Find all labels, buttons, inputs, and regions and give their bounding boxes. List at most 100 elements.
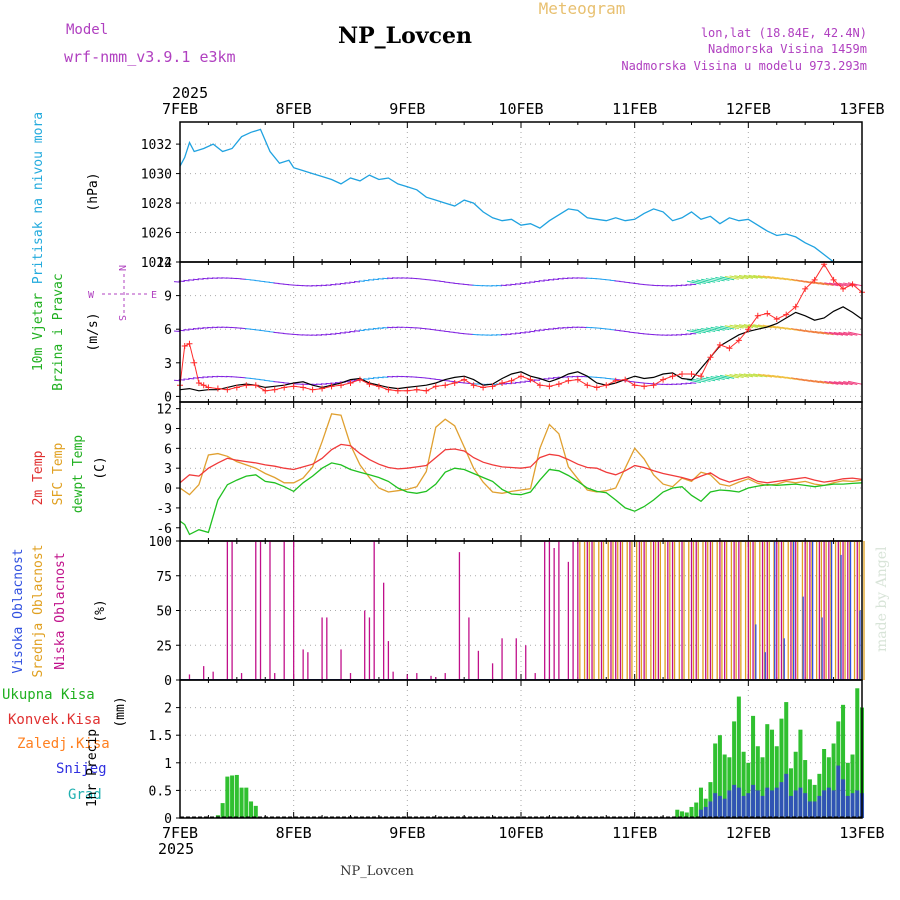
- compass-e: E: [151, 290, 157, 301]
- y-tick-label: 6: [164, 442, 172, 457]
- wind-obs-point: [641, 383, 648, 390]
- panel-precip: 0 0.5 1 1.5 2 Ukupna Kisa Konvek.Kisa Zaledj.Ki…: [2, 679, 865, 827]
- wind-obs-point: [347, 379, 354, 386]
- precip-snow-bar: [817, 795, 822, 818]
- wind-barb: [363, 328, 370, 331]
- wind-barb: [496, 284, 503, 287]
- precip-label-total: Ukupna Kisa: [2, 687, 95, 703]
- wind-obs-point: [574, 376, 581, 383]
- wind-obs-point: [499, 379, 506, 386]
- precip-total-bar: [239, 787, 244, 818]
- wind-barb: [339, 332, 346, 334]
- wind-barb: [188, 279, 195, 281]
- wind-barb: [724, 325, 739, 330]
- wind-obs-point: [413, 386, 420, 393]
- wind-barb: [724, 374, 739, 379]
- y-tick-label: 6: [164, 323, 172, 338]
- wind-barb: [734, 373, 749, 378]
- precip-label-frozen: Zaledj.Kisa: [17, 736, 110, 752]
- precip-ylabel: 1hr Precip: [85, 729, 100, 807]
- panel-temperature: -6 -3 0 3 6 9 12 2m Temp SFC Temp dewpt Temp (C): [31, 401, 863, 542]
- wind-barb: [514, 381, 522, 384]
- wind-barb: [720, 325, 735, 330]
- wind-barb: [514, 332, 522, 335]
- wind-barb: [680, 383, 687, 385]
- y-tick-label: 0: [164, 482, 172, 497]
- temp-sfc-line: [179, 413, 863, 496]
- wind-obs-point: [394, 387, 401, 394]
- wind-barb: [738, 274, 754, 279]
- wind-barb: [188, 377, 195, 380]
- precip-total-bar: [722, 754, 727, 818]
- wind-obs-point: [631, 382, 638, 389]
- wind-barb: [173, 330, 181, 332]
- wind-barb: [680, 284, 687, 286]
- precip-snow-bar: [793, 790, 798, 818]
- precip-total-bar: [841, 704, 846, 818]
- wind-barb: [192, 278, 199, 281]
- wind-barb: [207, 376, 214, 378]
- wind-barb: [533, 280, 540, 283]
- compass-n: N: [116, 265, 127, 271]
- wind-barb: [382, 277, 389, 280]
- wind-barb: [320, 284, 327, 287]
- wind-barb: [686, 379, 702, 384]
- wind-obs-point: [205, 384, 212, 391]
- wind-barb: [510, 333, 517, 335]
- precip-snow-bar: [831, 790, 836, 818]
- wind-obs-point: [181, 343, 188, 349]
- wind-barb: [705, 327, 721, 332]
- x-tick-label-bottom: 12FEB: [726, 824, 771, 842]
- wind-barb: [543, 328, 550, 331]
- wind-barb: [819, 331, 834, 336]
- altitude-text: Nadmorska Visina 1459m: [708, 42, 867, 56]
- precip-total-bar: [751, 715, 756, 818]
- wind-barb: [548, 328, 555, 330]
- wind-barb: [519, 381, 526, 383]
- wind-barb: [675, 334, 683, 336]
- wind-obs-point: [404, 387, 411, 394]
- model-name: wrf-nmm_v3.9.1 e3km: [64, 48, 236, 66]
- cloud-ylabel-3: Niska Oblacnost: [53, 552, 68, 669]
- wind-barb: [701, 278, 716, 283]
- x-tick-label-bottom: 13FEB: [839, 824, 884, 842]
- wind-obs-point: [186, 340, 193, 347]
- precip-total-bar: [793, 751, 798, 818]
- y-tick-label: 1030: [141, 168, 172, 183]
- wind-barb: [529, 330, 536, 333]
- wind-obs-point: [669, 373, 676, 380]
- wind-barb: [685, 382, 692, 385]
- wind-barb: [753, 274, 768, 279]
- wind-obs-point: [660, 376, 667, 383]
- wind-barb: [325, 333, 332, 336]
- wind-barb: [847, 331, 863, 336]
- precip-snow-bar: [698, 809, 703, 818]
- y-tick-label: -3: [156, 502, 172, 517]
- wind-barb: [382, 376, 389, 378]
- wind-barb: [685, 333, 692, 335]
- precip-snow-bar: [741, 795, 746, 818]
- wind-barb: [696, 328, 711, 333]
- precip-snow-bar: [755, 790, 760, 818]
- wind-barb: [316, 284, 323, 287]
- precip-snow-bar: [765, 787, 770, 818]
- temp-ylabel-1: 2m Temp: [31, 450, 46, 505]
- precip-total-bar: [788, 768, 793, 818]
- wind-barb: [349, 281, 356, 284]
- precip-snow-bar: [751, 784, 756, 818]
- wind-obs-point: [811, 276, 818, 283]
- wind-barb: [325, 284, 332, 286]
- precip-total-bar: [807, 779, 812, 818]
- wind-obs-point: [697, 373, 704, 380]
- wind-barb: [690, 283, 697, 286]
- precip-snow-bar: [703, 806, 708, 818]
- pressure-unit: (hPa): [86, 172, 101, 211]
- wind-barb: [372, 278, 379, 281]
- wind-barb: [810, 379, 825, 384]
- wind-barb: [701, 377, 716, 382]
- precip-total-bar: [698, 787, 703, 818]
- wind-obs-line: [179, 263, 863, 392]
- wind-obs-point: [356, 376, 363, 383]
- temp-2m-line: [179, 443, 863, 484]
- x-tick-label-top: 11FEB: [612, 100, 657, 118]
